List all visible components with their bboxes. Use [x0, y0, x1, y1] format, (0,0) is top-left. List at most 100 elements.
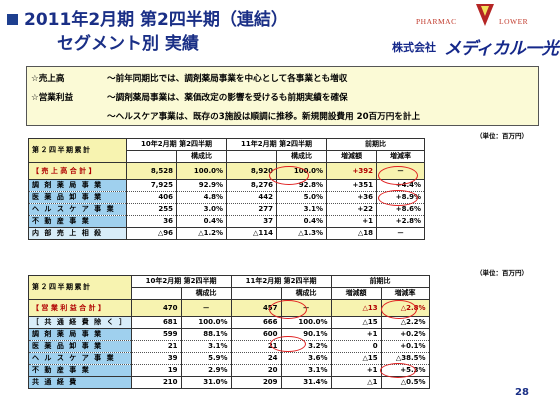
logo-lower-text: LOWER [499, 17, 529, 26]
cell-prev-ratio: 31.0% [180, 376, 232, 389]
table-row: 内 部 売 上 相 殺 △96 △1.2% △114 △1.3% △18 － [28, 227, 425, 240]
table-row: ヘ ル ス ケ ア 事 業 255 3.0% 277 3.1% +22 +8.6… [28, 203, 425, 216]
cell-curr-ratio: 3.6% [280, 352, 332, 365]
col-sub-ratio: 構成比 [280, 287, 332, 300]
cell-rate: +0.2% [380, 328, 430, 341]
row-label: 医 薬 品 卸 事 業 [28, 191, 127, 204]
row-label: 調 剤 薬 局 事 業 [28, 328, 132, 341]
col-sub-diff: 増減額 [326, 150, 377, 163]
page-number: 28 [515, 387, 529, 398]
row-label: ヘ ル ス ケ ア 事 業 [28, 352, 132, 365]
table-row: 医 薬 品 卸 事 業 21 3.1% 21 3.2% 0 +0.1% [28, 340, 430, 353]
cell-curr: 666 [230, 316, 282, 329]
table-row: 不 動 産 事 業 36 0.4% 37 0.4% +1 +2.8% [28, 215, 425, 228]
cell-rate: △0.5% [380, 376, 430, 389]
logo-pharmacy-text: PHARMAC [416, 17, 457, 26]
cell-prev-ratio: 5.9% [180, 352, 232, 365]
cell-prev-ratio: 4.8% [176, 191, 227, 204]
cell-diff: △15 [330, 352, 382, 365]
note-profit-text: ～調剤薬局事業は、薬価改定の影響を受けるも前期実績を確保 [107, 93, 348, 103]
table-row: 調 剤 薬 局 事 業 7,925 92.9% 8,276 92.8% +351… [28, 179, 425, 192]
table-row: 医 薬 品 卸 事 業 406 4.8% 442 5.0% +36 +8.9% [28, 191, 425, 204]
row-label: ［ 共 通 経 費 除 く ］ [28, 316, 132, 329]
highlight-circle [270, 336, 306, 352]
cell-diff: +1 [326, 215, 377, 228]
summary-notes-box: ☆売上高 ～前年同期比では、調剤薬局事業を中心として各事業とも増収 ☆営業利益 … [26, 66, 539, 126]
col-head-curr: 11年2月期 第2四半期 [226, 138, 327, 151]
highlight-circle [378, 166, 418, 185]
cell-prev-ratio: 92.9% [176, 179, 227, 192]
cell-prev-ratio: 100.0% [176, 162, 227, 180]
page-title: 2011年2月期 第2四半期（連結） [24, 10, 288, 30]
cell-curr: 24 [230, 352, 282, 365]
row-label: 内 部 売 上 相 殺 [28, 227, 127, 240]
cell-curr-ratio: 0.4% [276, 215, 327, 228]
cell-prev: △96 [126, 227, 177, 240]
cell-curr-ratio: 5.0% [276, 191, 327, 204]
cell-curr: 20 [230, 364, 282, 377]
cell-prev: 19 [130, 364, 182, 377]
cell-prev: 210 [130, 376, 182, 389]
cell-diff: +22 [326, 203, 377, 216]
cell-diff: 0 [330, 340, 382, 353]
cell-prev: 255 [126, 203, 177, 216]
row-label: 不 動 産 事 業 [28, 364, 132, 377]
unit-label-profit: （単位：百万円） [476, 269, 528, 277]
table-row: 不 動 産 事 業 19 2.9% 20 3.1% +1 +5.3% [28, 364, 430, 377]
row-label: 不 動 産 事 業 [28, 215, 127, 228]
highlight-circle [380, 363, 416, 378]
highlight-circle [269, 166, 309, 185]
cell-diff: △13 [330, 299, 382, 317]
cell-curr-ratio: 3.1% [276, 203, 327, 216]
col-sub-ratio: 構成比 [276, 150, 327, 163]
company-logo-inner-icon [481, 6, 489, 16]
table-corner: 第２四半期累計 [28, 138, 127, 163]
col-sub-rate: 増減率 [376, 150, 425, 163]
col-sub-ratio: 構成比 [176, 150, 227, 163]
table-row: 共 通 経 費 210 31.0% 209 31.4% △1 △0.5% [28, 376, 430, 389]
cell-diff: +351 [326, 179, 377, 192]
col-head-yoy: 前期比 [326, 138, 425, 151]
cell-prev: 470 [130, 299, 182, 317]
company-name: メディカル一光 [444, 39, 559, 59]
sales-segment-table: 第２四半期累計 10年2月期 第2四半期 11年2月期 第2四半期 前期比 構成… [28, 138, 425, 240]
cell-curr: △114 [226, 227, 277, 240]
table-row: ［ 共 通 経 費 除 く ］ 681 100.0% 666 100.0% △1… [28, 316, 430, 329]
cell-prev-ratio: 3.1% [180, 340, 232, 353]
cell-diff: +1 [330, 328, 382, 341]
cell-curr-ratio: 3.1% [280, 364, 332, 377]
col-sub-rate: 増減率 [380, 287, 430, 300]
col-head-prev: 10年2月期 第2四半期 [130, 275, 232, 288]
cell-prev: 36 [126, 215, 177, 228]
row-label: 調 剤 薬 局 事 業 [28, 179, 127, 192]
cell-prev: 599 [130, 328, 182, 341]
cell-curr-ratio: △1.3% [276, 227, 327, 240]
row-label: 【 営 業 利 益 合 計 】 [28, 299, 132, 317]
col-head-prev: 10年2月期 第2四半期 [126, 138, 227, 151]
cell-diff: +36 [326, 191, 377, 204]
cell-diff: +1 [330, 364, 382, 377]
highlight-circle [269, 300, 307, 319]
table-subheader-row: 構成比 構成比 増減額 増減率 [29, 287, 430, 300]
row-label: 【 売 上 高 合 計 】 [28, 162, 127, 180]
table-header-row: 第２四半期累計 10年2月期 第2四半期 11年2月期 第2四半期 前期比 [28, 275, 430, 300]
cell-prev: 8,528 [126, 162, 177, 180]
cell-rate: +0.1% [380, 340, 430, 353]
table-row: 調 剤 薬 局 事 業 599 88.1% 600 90.1% +1 +0.2% [28, 328, 430, 341]
unit-label-sales: （単位：百万円） [476, 132, 528, 140]
col-sub-ratio: 構成比 [180, 287, 232, 300]
table-header-row: 第２四半期累計 10年2月期 第2四半期 11年2月期 第2四半期 前期比 [28, 138, 425, 163]
cell-prev-ratio: 2.9% [180, 364, 232, 377]
cell-prev-ratio: 0.4% [176, 215, 227, 228]
cell-prev: 7,925 [126, 179, 177, 192]
cell-curr: 442 [226, 191, 277, 204]
note-sales-label: ☆売上高 [31, 74, 65, 84]
cell-diff: +392 [326, 162, 377, 180]
company-prefix: 株式会社 [392, 41, 436, 54]
table-corner: 第２四半期累計 [28, 275, 132, 300]
cell-curr: 277 [226, 203, 277, 216]
table-row: 【 売 上 高 合 計 】 8,528 100.0% 8,920 100.0% … [28, 162, 425, 180]
cell-prev: 681 [130, 316, 182, 329]
cell-prev-ratio: 88.1% [180, 328, 232, 341]
cell-curr: 37 [226, 215, 277, 228]
